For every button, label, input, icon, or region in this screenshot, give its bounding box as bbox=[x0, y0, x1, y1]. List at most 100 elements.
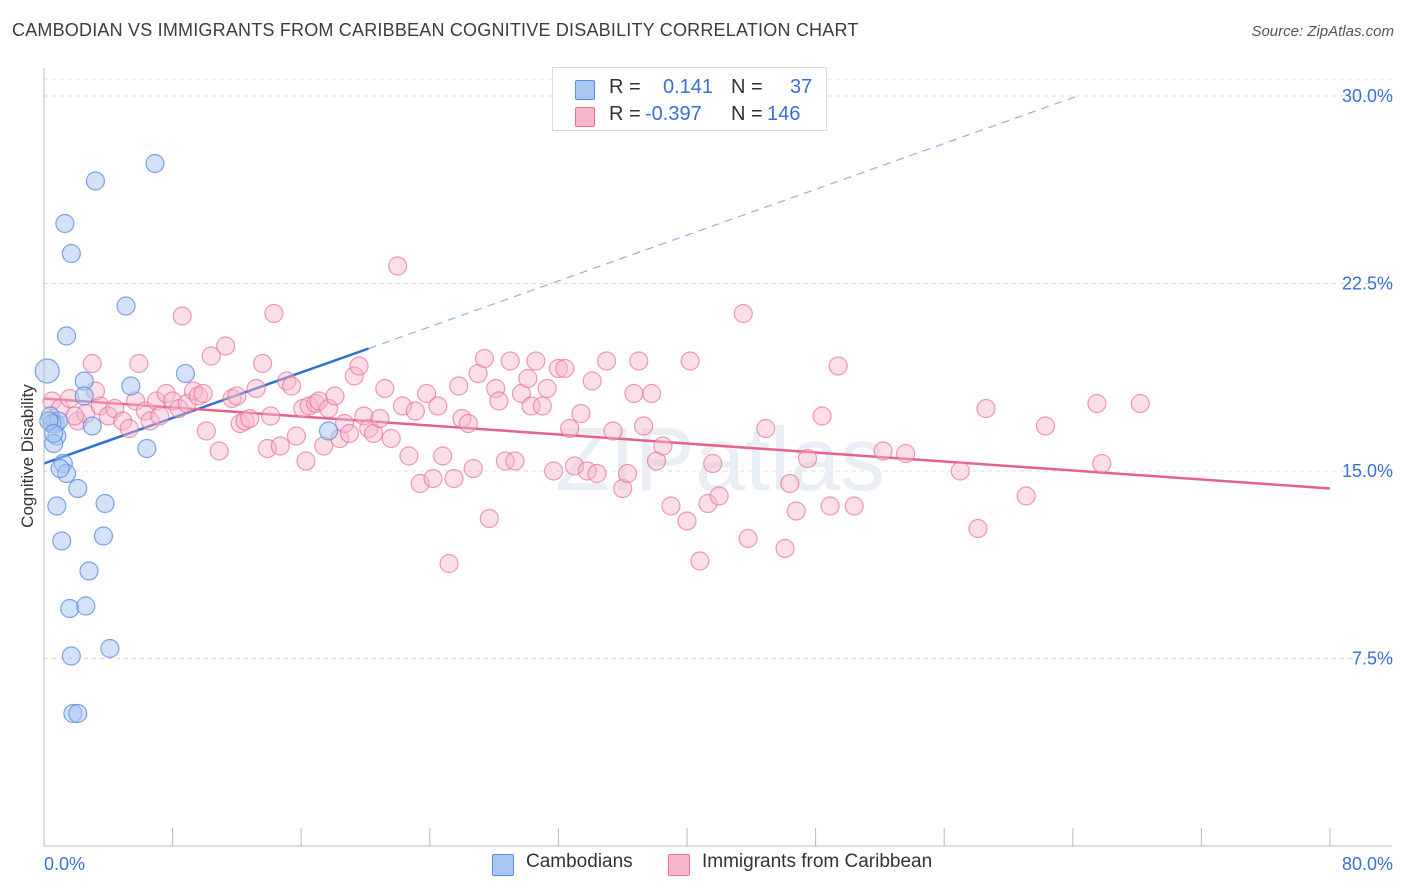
data-point-caribbean bbox=[129, 353, 149, 374]
data-point-caribbean bbox=[703, 453, 723, 474]
data-point-caribbean bbox=[253, 353, 273, 374]
data-point-caribbean bbox=[150, 406, 170, 426]
bottom-legend-swatch-blue bbox=[492, 854, 514, 876]
data-point-caribbean bbox=[146, 391, 167, 411]
data-point-caribbean bbox=[495, 451, 515, 471]
data-point-caribbean bbox=[381, 428, 401, 449]
data-point-caribbean bbox=[976, 398, 996, 419]
data-point-caribbean bbox=[518, 368, 538, 389]
data-point-caribbean bbox=[410, 473, 430, 494]
data-point-caribbean bbox=[624, 383, 644, 404]
data-point-caribbean bbox=[820, 496, 840, 516]
legend-r-label: R = bbox=[609, 103, 641, 125]
data-point-caribbean bbox=[690, 551, 710, 571]
data-point-caribbean bbox=[564, 456, 585, 476]
data-point-cambodians bbox=[145, 153, 165, 174]
data-point-caribbean bbox=[209, 441, 229, 461]
y-axis-label: Cognitive Disability bbox=[18, 384, 37, 528]
data-point-caribbean bbox=[786, 501, 806, 521]
data-point-caribbean bbox=[416, 383, 437, 404]
data-point-caribbean bbox=[444, 468, 464, 489]
data-point-caribbean bbox=[587, 463, 607, 484]
data-point-caribbean bbox=[1016, 486, 1036, 506]
data-point-caribbean bbox=[642, 383, 662, 404]
data-point-caribbean bbox=[698, 493, 718, 514]
data-point-cambodians bbox=[93, 526, 114, 546]
data-point-caribbean bbox=[555, 358, 575, 379]
data-point-cambodians bbox=[79, 561, 99, 581]
trendline-caribbean bbox=[43, 397, 1331, 490]
data-point-cambodians bbox=[318, 421, 339, 441]
data-point-caribbean bbox=[738, 528, 758, 549]
data-point-caribbean bbox=[452, 408, 472, 429]
grid-lines bbox=[44, 78, 1392, 659]
data-point-caribbean bbox=[653, 436, 673, 456]
trendline-cambodians-extension bbox=[368, 95, 1078, 350]
y-tick-label: 30.0% bbox=[1342, 86, 1393, 106]
data-point-caribbean bbox=[677, 511, 697, 531]
legend-n-value: 146 bbox=[767, 103, 801, 125]
y-tick-label: 7.5% bbox=[1352, 649, 1393, 669]
data-point-caribbean bbox=[261, 406, 281, 426]
data-point-caribbean bbox=[405, 401, 425, 421]
data-point-caribbean bbox=[680, 351, 700, 371]
legend-n-label: N = bbox=[731, 103, 763, 125]
data-point-caribbean bbox=[582, 371, 602, 391]
data-point-caribbean bbox=[392, 396, 413, 416]
data-point-caribbean bbox=[661, 496, 681, 516]
legend-n-value: 37 bbox=[790, 76, 813, 98]
data-point-cambodians bbox=[175, 363, 196, 384]
data-point-caribbean bbox=[532, 396, 552, 416]
data-point-caribbean bbox=[613, 478, 633, 499]
data-point-caribbean bbox=[629, 351, 649, 371]
data-point-caribbean bbox=[1035, 416, 1056, 436]
data-point-caribbean bbox=[163, 391, 183, 411]
data-point-cambodians bbox=[50, 458, 70, 479]
data-point-caribbean bbox=[172, 306, 192, 326]
legend-r-label: R = bbox=[609, 76, 641, 98]
data-point-caribbean bbox=[90, 396, 110, 416]
data-point-caribbean bbox=[216, 336, 236, 356]
y-tick-label: 15.0% bbox=[1342, 461, 1393, 481]
data-point-caribbean bbox=[344, 366, 364, 386]
data-point-caribbean bbox=[775, 538, 795, 559]
data-point-caribbean bbox=[98, 406, 118, 426]
data-point-cambodians bbox=[47, 496, 67, 516]
data-point-caribbean bbox=[428, 396, 448, 416]
data-point-caribbean bbox=[780, 473, 800, 494]
data-point-caribbean bbox=[1092, 453, 1112, 474]
series-caribbean-points bbox=[42, 256, 1150, 574]
y-tick-label: 22.5% bbox=[1342, 274, 1393, 294]
data-point-caribbean bbox=[270, 436, 290, 456]
data-point-caribbean bbox=[296, 451, 316, 471]
data-point-caribbean bbox=[64, 406, 85, 426]
data-point-caribbean bbox=[399, 446, 419, 466]
data-point-caribbean bbox=[486, 378, 506, 399]
data-point-cambodians bbox=[74, 386, 94, 406]
data-point-caribbean bbox=[156, 383, 176, 404]
data-point-caribbean bbox=[433, 446, 453, 466]
legend: R = 0.141 N = 37 R = -0.397 N = 146 bbox=[552, 67, 827, 131]
data-point-caribbean bbox=[950, 461, 970, 481]
legend-r-value: -0.397 bbox=[645, 103, 702, 125]
data-point-caribbean bbox=[306, 393, 326, 414]
data-point-caribbean bbox=[339, 423, 360, 444]
data-point-caribbean bbox=[119, 418, 139, 439]
data-point-caribbean bbox=[349, 356, 369, 376]
data-point-caribbean bbox=[246, 378, 266, 399]
data-point-caribbean bbox=[537, 378, 557, 399]
data-point-cambodians bbox=[55, 213, 75, 234]
data-point-cambodians bbox=[82, 416, 102, 436]
data-point-caribbean bbox=[325, 386, 345, 406]
data-point-caribbean bbox=[571, 403, 591, 424]
data-point-caribbean bbox=[113, 411, 133, 431]
trend-lines bbox=[43, 95, 1331, 490]
data-point-caribbean bbox=[423, 468, 443, 489]
data-point-cambodians bbox=[116, 296, 136, 316]
data-point-cambodians bbox=[76, 596, 96, 616]
data-point-caribbean bbox=[896, 443, 916, 464]
source-label: Source: ZipAtlas.com bbox=[1251, 23, 1394, 40]
data-point-caribbean bbox=[463, 458, 483, 479]
data-point-caribbean bbox=[458, 413, 478, 434]
